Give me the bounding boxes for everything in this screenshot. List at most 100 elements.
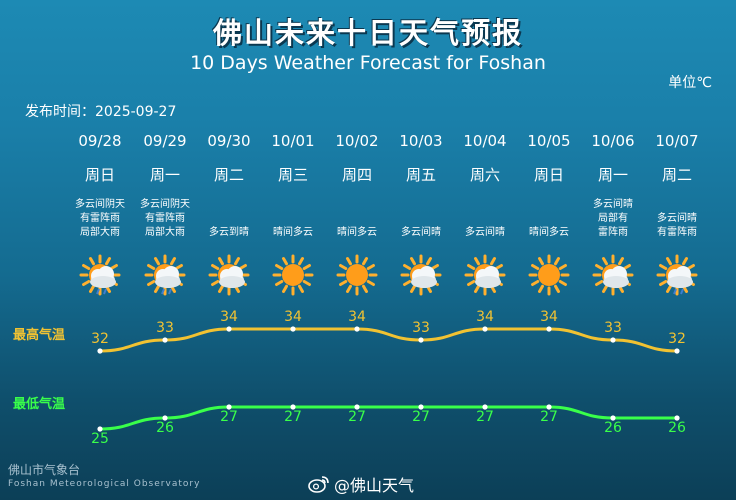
low-temp-point <box>162 415 168 421</box>
day-weekday: 周六 <box>469 166 500 184</box>
page-subtitle: 10 Days Weather Forecast for Foshan <box>190 52 546 74</box>
unit-label: 单位℃ <box>668 75 712 91</box>
day-description: 多云到晴 <box>209 227 249 238</box>
low-temp-line <box>99 405 677 431</box>
org-name-en: Foshan Meteorological Observatory <box>8 479 201 489</box>
day-description: 多云间阴天 有雷阵雨 局部大雨 <box>75 199 125 238</box>
day-weekday: 周五 <box>405 166 436 184</box>
day-description: 多云间晴 局部有 雷阵雨 <box>593 199 633 238</box>
sun <box>528 254 570 296</box>
high-temp-label: 最高气温 <box>13 328 66 343</box>
day-description: 多云间晴 有雷阵雨 <box>657 213 697 238</box>
day-weekday: 周日 <box>533 166 564 184</box>
low-temp-value: 27 <box>284 409 302 425</box>
low-temp-value: 27 <box>348 409 366 425</box>
day-weekday: 周一 <box>149 166 180 184</box>
high-temp-value: 33 <box>604 320 622 336</box>
day-description: 多云间晴 <box>401 227 441 238</box>
day-date: 10/04 <box>463 132 507 150</box>
weibo-icon <box>308 476 329 493</box>
high-temp-point <box>226 326 232 332</box>
low-temp-value: 25 <box>91 431 109 447</box>
page-title: 佛山未来十日天气预报 <box>212 16 523 50</box>
low-temp-value: 26 <box>604 420 622 436</box>
day-column: 09/30 周二多云到晴 <box>197 130 261 296</box>
low-temp-value: 27 <box>476 409 494 425</box>
day-weekday: 周日 <box>84 166 115 184</box>
publish-time: 发布时间：2025-09-27 <box>25 104 177 120</box>
low-temp-value: 27 <box>412 409 430 425</box>
day-date: 10/07 <box>655 132 699 150</box>
high-temp-point <box>610 337 616 343</box>
high-temp-value: 34 <box>348 309 366 325</box>
day-column: 10/01 周三晴间多云 <box>261 130 325 296</box>
day-date: 09/28 <box>78 132 122 150</box>
high-temp-point <box>482 326 488 332</box>
sun-icon <box>272 254 314 296</box>
day-weekday: 周二 <box>213 166 244 184</box>
high-temp-value: 34 <box>220 309 238 325</box>
high-temp-value: 34 <box>540 309 558 325</box>
low-temp-point <box>418 404 424 410</box>
sun-icon <box>528 254 570 296</box>
org-name-cn: 佛山市气象台 <box>8 463 81 477</box>
day-column: 10/05 周日晴间多云 <box>517 130 581 296</box>
weibo-handle[interactable]: @佛山天气 <box>308 472 414 496</box>
high-temp-point <box>290 326 296 332</box>
day-date: 10/03 <box>399 132 443 150</box>
sun-cloud-icon <box>592 254 634 296</box>
day-weekday: 周二 <box>661 166 692 184</box>
day-weekday: 周一 <box>597 166 628 184</box>
day-column: 09/29 周一多云间阴天 有雷阵雨 局部大雨 <box>133 130 197 296</box>
low-temp-value: 27 <box>540 409 558 425</box>
day-date: 10/06 <box>591 132 635 150</box>
sun <box>336 254 378 296</box>
low-temp-point <box>610 415 616 421</box>
high-temp-value: 34 <box>284 309 302 325</box>
high-temp-value: 34 <box>476 309 494 325</box>
weibo-handle-text: @佛山天气 <box>334 476 415 495</box>
high-temp-point <box>674 348 680 354</box>
low-temp-point <box>97 426 103 432</box>
low-temp-value: 26 <box>668 420 686 436</box>
high-temp-value: 33 <box>412 320 430 336</box>
sun-cloud-icon <box>400 254 442 296</box>
day-weekday: 周三 <box>277 166 308 184</box>
high-temp-point <box>418 337 424 343</box>
low-temp-value: 27 <box>220 409 238 425</box>
day-description: 晴间多云 <box>529 227 569 238</box>
low-temp-point <box>482 404 488 410</box>
high-temp-line <box>99 327 678 353</box>
low-temp-label: 最低气温 <box>13 397 66 412</box>
day-column: 09/28 周日多云间阴天 有雷阵雨 局部大雨 <box>68 130 132 296</box>
day-description: 多云间晴 <box>465 227 505 238</box>
low-temp-point <box>354 404 360 410</box>
low-temp-point <box>546 404 552 410</box>
high-temp-value: 32 <box>668 331 686 347</box>
day-date: 09/30 <box>207 132 251 150</box>
high-temp-value: 33 <box>156 320 174 336</box>
high-temp-point <box>546 326 552 332</box>
day-date: 10/02 <box>335 132 379 150</box>
day-column: 10/04 周六多云间晴 <box>453 130 517 296</box>
sun-cloud-icon <box>464 254 506 296</box>
high-temp-value: 32 <box>91 331 109 347</box>
day-weekday: 周四 <box>341 166 372 184</box>
day-column: 10/06 周一多云间晴 局部有 雷阵雨 <box>581 130 645 296</box>
low-temp-value: 26 <box>156 420 174 436</box>
day-column: 10/07 周二多云间晴 有雷阵雨 <box>645 130 709 296</box>
day-description: 晴间多云 <box>337 227 377 238</box>
low-temp-point <box>290 404 296 410</box>
sun-cloud-rain-icon <box>79 254 121 296</box>
day-description: 晴间多云 <box>273 227 313 238</box>
day-date: 10/01 <box>271 132 315 150</box>
high-temp-point <box>354 326 360 332</box>
day-date: 09/29 <box>143 132 187 150</box>
high-temp-point <box>162 337 168 343</box>
day-date: 10/05 <box>527 132 571 150</box>
sun-cloud-icon <box>208 254 250 296</box>
day-column: 10/02 周四晴间多云 <box>325 130 389 296</box>
day-description: 多云间阴天 有雷阵雨 局部大雨 <box>140 199 190 238</box>
sun-cloud-rain-icon <box>144 254 186 296</box>
